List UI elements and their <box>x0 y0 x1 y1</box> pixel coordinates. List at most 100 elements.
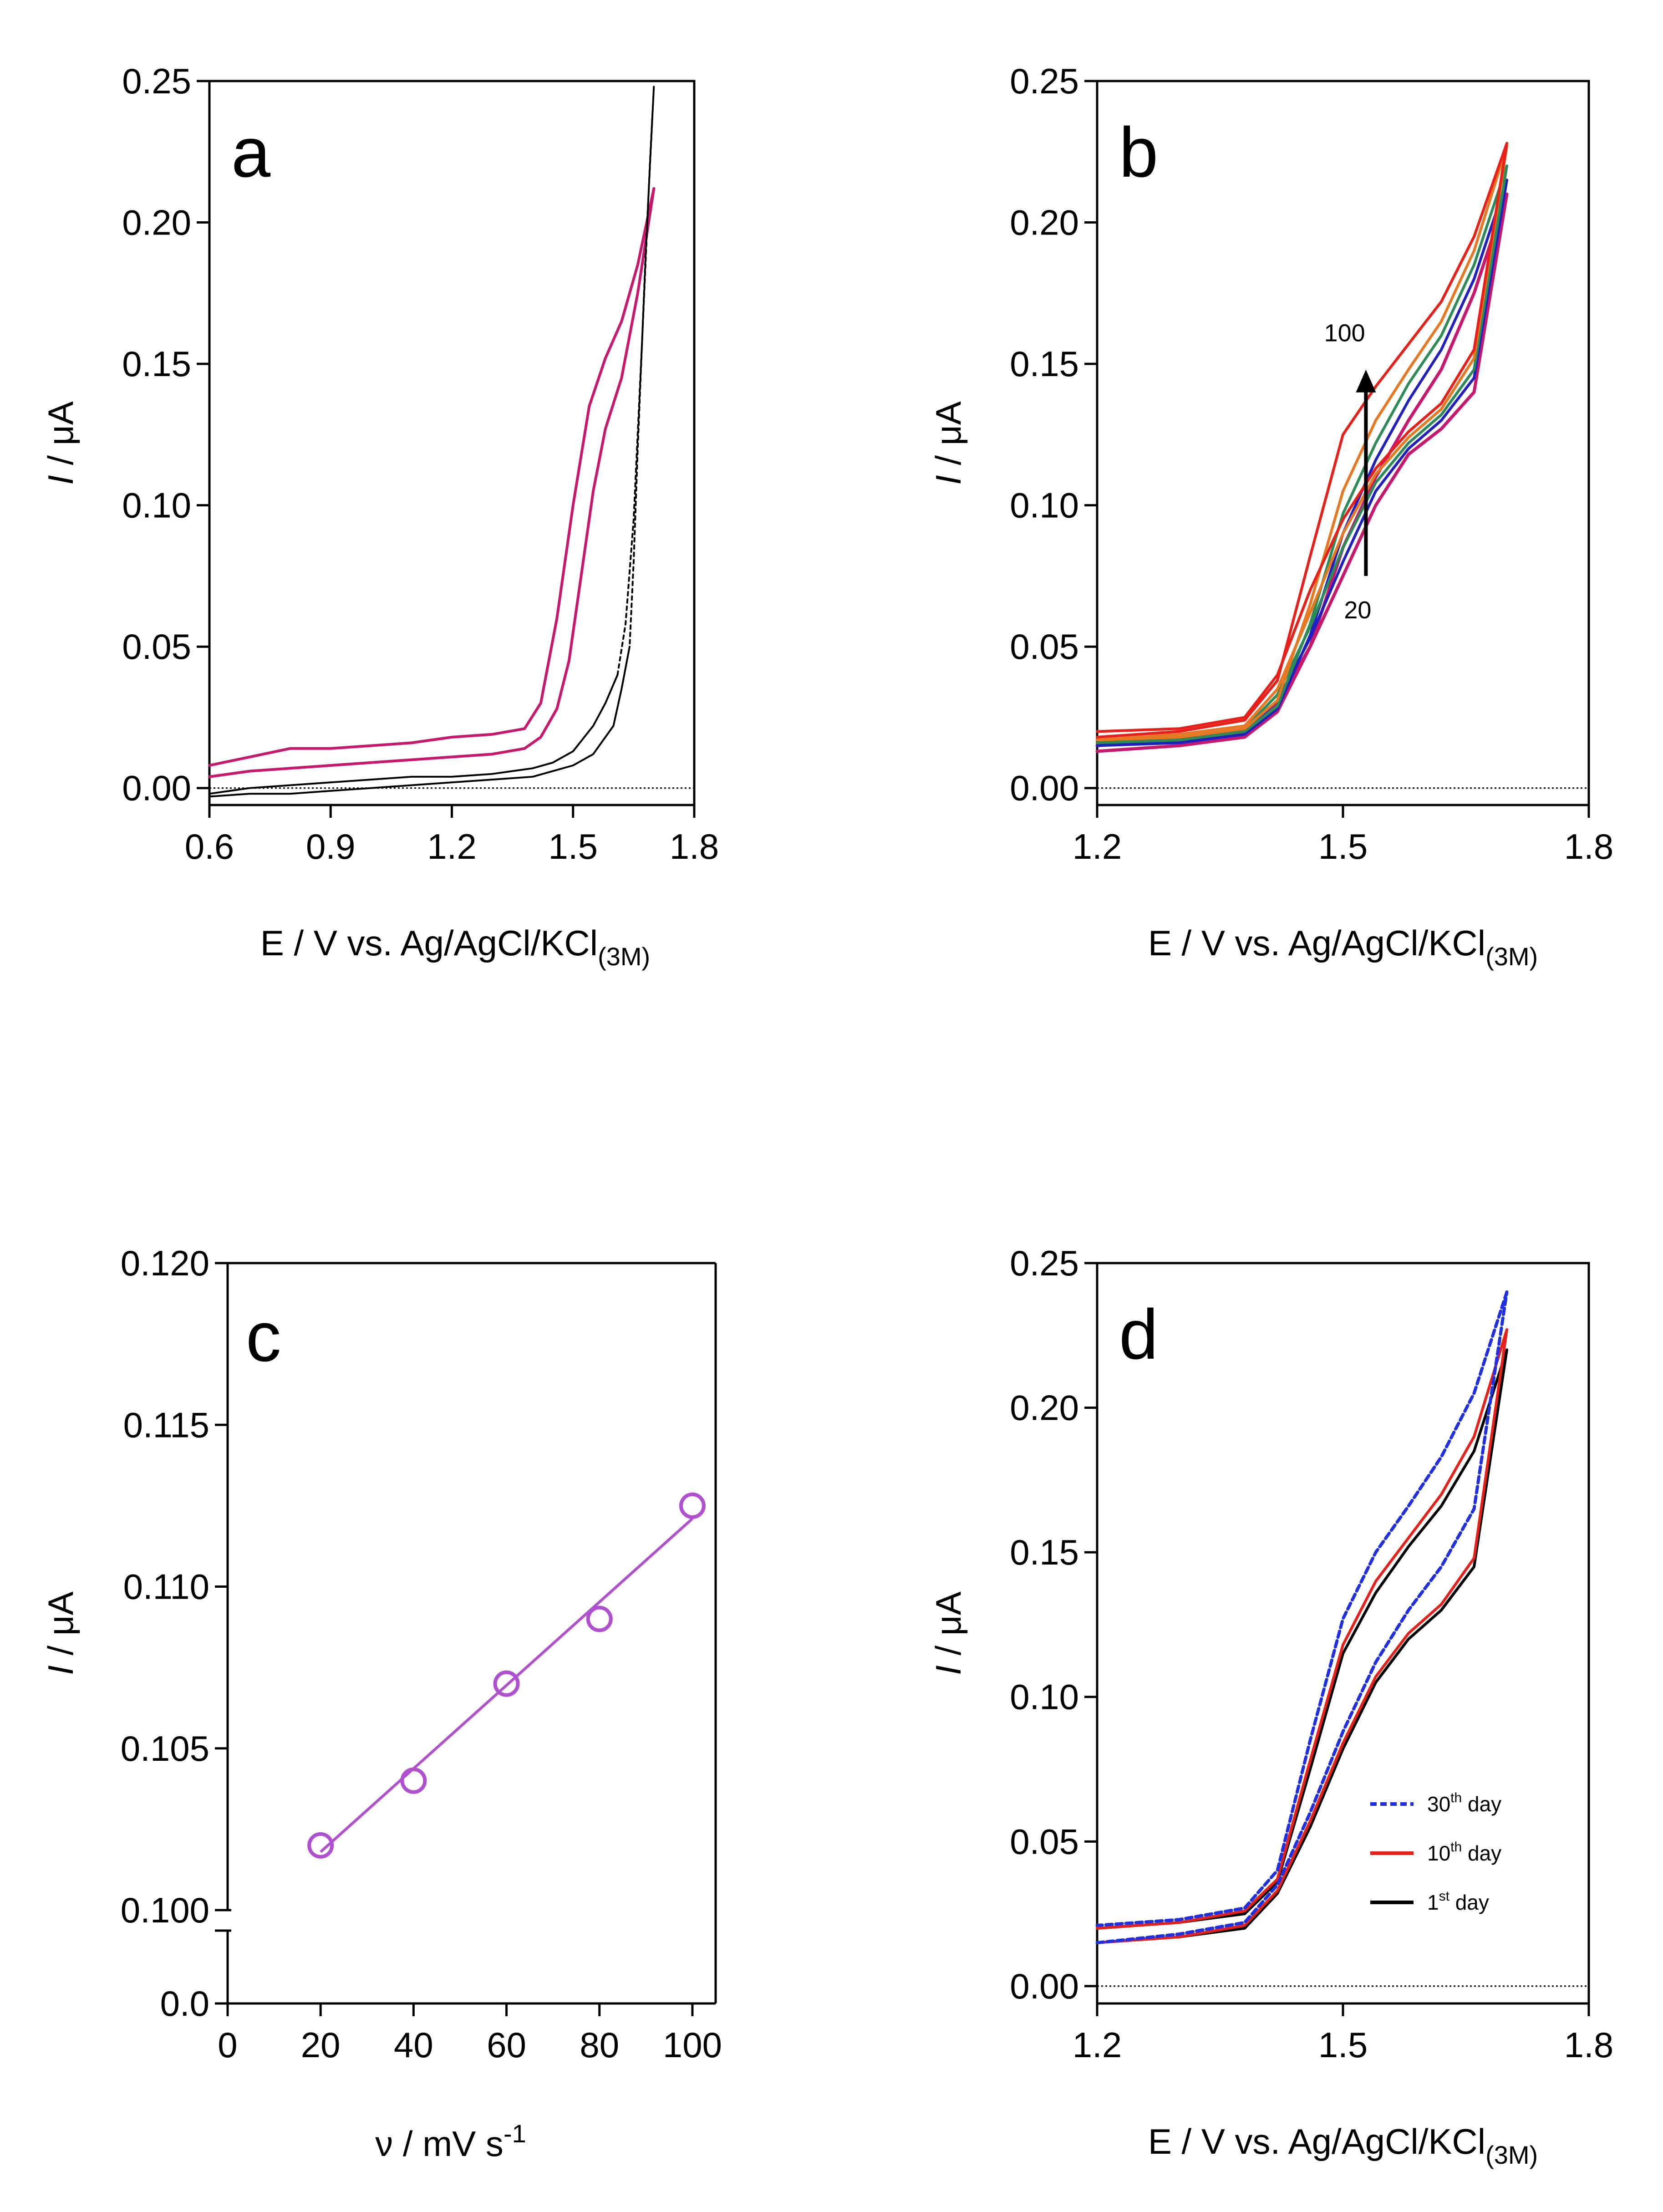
y-tick-label: 0.20 <box>1010 203 1079 243</box>
legend-label-number: 30 <box>1427 1792 1450 1816</box>
x-axis-title-main: E / V vs. Ag/AgCl/KCl <box>1148 923 1485 963</box>
panel-letter: a <box>231 113 271 192</box>
x-tick-label: 0.9 <box>306 826 355 866</box>
y-axis-title-unit: / μA <box>41 1591 81 1665</box>
legend-label-ordinal: th <box>1450 1790 1462 1805</box>
y-tick-label: 0.120 <box>121 1243 209 1283</box>
y-axis-title-unit: / μA <box>41 401 81 475</box>
panel-d: 0.00 0.05 0.10 0.15 0.20 0.25 1.2 1.5 1.8 E / V v… <box>928 1243 1613 2169</box>
x-tick-label: 100 <box>663 2025 722 2065</box>
data-point <box>586 1605 613 1632</box>
legend-label: 1st day <box>1427 1889 1489 1914</box>
y-tick-label: 0.105 <box>121 1728 209 1769</box>
y-tick-label: 0.15 <box>122 344 191 384</box>
y-axis-title-symbol: I <box>41 1665 81 1675</box>
x-tick-label: 0 <box>218 2025 237 2065</box>
y-axis-title-unit: / μA <box>928 401 968 475</box>
series-line-2 <box>208 187 656 778</box>
series-line-6 <box>1096 164 1508 744</box>
x-axis-title-main: E / V vs. Ag/AgCl/KCl <box>260 923 598 963</box>
y-axis-title-symbol: I <box>928 1665 968 1675</box>
y-axis-title-symbol: I <box>41 475 81 485</box>
y-tick-label: 0.25 <box>1010 1243 1079 1283</box>
y-axis-title: I / μA <box>928 1591 968 1675</box>
panel-b: 0.00 0.05 0.10 0.15 0.20 0.25 1.2 1.5 1.8 E / V v… <box>928 61 1613 971</box>
y-tick-label: 0.25 <box>122 61 191 101</box>
x-tick-label: 1.2 <box>427 826 476 866</box>
y-tick-label: 0.10 <box>122 485 191 525</box>
x-tick-label: 1.8 <box>1564 2025 1613 2065</box>
panel-a: 0.00 0.05 0.10 0.15 0.20 0.25 0.6 0.9 1.2 1.5 1.8 E… <box>41 61 719 971</box>
x-tick-label: 20 <box>301 2025 341 2065</box>
y-tick-label: 0.00 <box>122 768 191 808</box>
y-axis-title-unit: / μA <box>928 1591 968 1665</box>
y-tick-label: 0.20 <box>122 203 191 243</box>
y-tick-label: 0.00 <box>1010 1966 1079 2006</box>
data-point <box>493 1670 520 1697</box>
y-axis-title: I / μA <box>41 1591 81 1675</box>
series-line-4 <box>1096 1328 1508 1930</box>
legend-label-ordinal: st <box>1439 1889 1450 1904</box>
legend-label-unit: day <box>1462 1841 1501 1865</box>
y-tick-label: 0.10 <box>1010 1677 1079 1717</box>
series-line-6 <box>209 646 631 798</box>
y-tick-label: 0.05 <box>1010 627 1079 667</box>
x-tick-label: 1.8 <box>670 826 719 866</box>
y-tick-label: 0.00 <box>1010 768 1079 808</box>
series-line-5 <box>629 86 655 648</box>
series-line-1 <box>1096 1348 1508 1944</box>
x-tick-label: 1.8 <box>1564 826 1613 866</box>
y-tick-label: 0.05 <box>122 627 191 667</box>
y-tick-label: 0.115 <box>123 1405 209 1445</box>
x-axis-title-main: ν / mV s <box>375 2124 503 2164</box>
series-line-10 <box>1096 142 1508 739</box>
legend-label-unit: day <box>1462 1792 1501 1816</box>
panel-c: 0.100 0.105 0.110 0.115 0.120 0.00 20 40 60 80 100… <box>41 1243 722 2164</box>
legend-label-number: 10 <box>1427 1841 1450 1865</box>
series-line-4 <box>616 86 655 676</box>
y-tick-label: 0.15 <box>1010 344 1079 384</box>
data-point <box>679 1492 706 1519</box>
y-axis-title: I / μA <box>928 401 968 485</box>
legend-label: 30th day <box>1427 1790 1501 1816</box>
legend-label: 10th day <box>1427 1840 1501 1865</box>
series-line-3 <box>1096 1328 1508 1944</box>
data-point <box>307 1832 334 1859</box>
y-tick-label: 0.15 <box>1010 1532 1079 1572</box>
series-line-5 <box>1095 1290 1509 1945</box>
scan-rate-annotation: 20 <box>1344 596 1371 624</box>
x-tick-label: 80 <box>580 2025 619 2065</box>
series-line-6 <box>1095 1290 1509 1927</box>
x-axis-title-subscript: (3M) <box>598 942 650 971</box>
scan-rate-annotation: 100 <box>1324 319 1365 347</box>
x-axis-title-subscript: (3M) <box>1485 942 1538 971</box>
y-tick-label: 0.110 <box>123 1567 209 1607</box>
trend-arrow-head <box>1356 369 1376 392</box>
y-axis-title-symbol: I <box>928 475 968 485</box>
panel-letter: c <box>246 1297 281 1376</box>
x-axis-title: E / V vs. Ag/AgCl/KCl(3M) <box>1148 923 1538 971</box>
y-tick-label: 0.05 <box>1010 1821 1079 1861</box>
y-axis-title: I / μA <box>41 401 81 485</box>
x-axis-title: E / V vs. Ag/AgCl/KCl(3M) <box>260 923 650 971</box>
legend-label-number: 1 <box>1427 1891 1439 1914</box>
series-line-3 <box>209 674 619 795</box>
data-point <box>400 1767 427 1794</box>
x-tick-label: 1.5 <box>549 826 598 866</box>
y-tick-label: 0.20 <box>1010 1388 1079 1428</box>
series-line-7 <box>1096 144 1508 742</box>
series-line-2 <box>1096 1348 1508 1930</box>
linear-fit-line <box>320 1518 693 1853</box>
series-line-8 <box>1096 144 1508 742</box>
x-axis-title-superscript: -1 <box>503 2119 526 2148</box>
y-tick-label: 0.25 <box>1010 61 1079 101</box>
y-tick-label: 0.100 <box>121 1890 209 1930</box>
legend-label-ordinal: th <box>1450 1840 1462 1855</box>
series-line-1 <box>208 187 656 767</box>
series-line-9 <box>1096 142 1508 733</box>
y-tick-label: 0.10 <box>1010 485 1079 525</box>
legend-label-unit: day <box>1449 1891 1489 1914</box>
x-tick-label: 1.2 <box>1073 2025 1122 2065</box>
x-axis-title-subscript: (3M) <box>1485 2141 1538 2169</box>
